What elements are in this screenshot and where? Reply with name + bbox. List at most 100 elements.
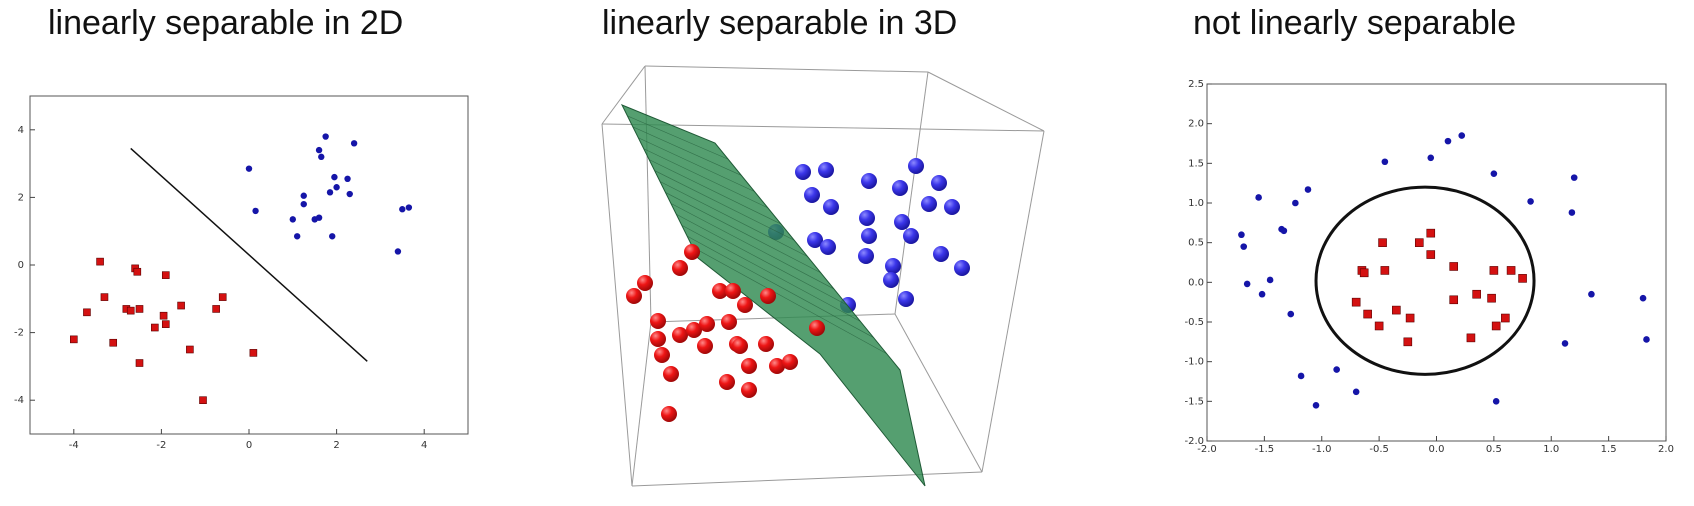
plot-frame xyxy=(29,95,469,435)
box-edge xyxy=(601,65,646,125)
data-point-red xyxy=(199,396,207,405)
data-point-blue xyxy=(289,216,296,223)
plane-grid-line xyxy=(686,235,874,338)
panel-title-nonlinear: not linearly separable xyxy=(1193,4,1517,42)
x-tick-label: 0.5 xyxy=(1486,444,1502,455)
data-point-blue xyxy=(1258,290,1266,298)
data-point-red xyxy=(186,345,194,354)
data-point-blue xyxy=(300,192,307,199)
data-point-red xyxy=(1487,293,1496,303)
y-tick-label: -1.0 xyxy=(1184,357,1204,368)
sphere-red xyxy=(719,374,735,390)
data-point-blue xyxy=(1639,294,1647,302)
sphere-red xyxy=(699,316,715,332)
data-point-blue xyxy=(245,165,253,172)
data-point-blue xyxy=(1381,158,1389,166)
data-point-red xyxy=(1489,266,1499,275)
data-point-blue xyxy=(1297,372,1305,380)
data-point-blue xyxy=(315,146,323,154)
data-point-red xyxy=(70,335,78,344)
sphere-blue xyxy=(861,228,877,244)
x-tick-label: -1.5 xyxy=(1255,444,1275,455)
sphere-red xyxy=(650,313,666,329)
y-tick-label: 1.0 xyxy=(1188,198,1204,209)
data-point-red xyxy=(1466,333,1476,343)
x-tick-label: -0.5 xyxy=(1369,444,1389,455)
sphere-red xyxy=(741,382,757,398)
sphere-red xyxy=(672,327,688,343)
data-point-red xyxy=(151,323,159,332)
sphere-red xyxy=(654,347,670,363)
sphere-red xyxy=(741,358,757,374)
sphere-red xyxy=(697,338,713,354)
y-tick-label: 0.0 xyxy=(1188,277,1204,288)
x-tick-label: 1.5 xyxy=(1601,444,1617,455)
sphere-blue xyxy=(885,258,901,274)
sphere-blue xyxy=(795,164,811,180)
sphere-red xyxy=(663,366,679,382)
sphere-blue xyxy=(823,199,839,215)
x-tick-label: -1.0 xyxy=(1312,444,1332,455)
plane-grid-line xyxy=(676,214,848,306)
box-edge xyxy=(894,71,929,315)
data-point-red xyxy=(159,311,168,320)
data-point-red xyxy=(1392,305,1401,315)
x-tick-label: 0.0 xyxy=(1429,444,1445,455)
data-point-blue xyxy=(1458,132,1466,139)
data-point-blue xyxy=(1568,209,1576,216)
data-point-red xyxy=(96,257,104,266)
data-point-blue xyxy=(1427,154,1435,162)
x-tick-label: -2 xyxy=(156,440,166,451)
plane-grid-line xyxy=(649,159,782,225)
data-point-red xyxy=(1378,238,1387,247)
sphere-blue xyxy=(903,228,919,244)
sphere-red xyxy=(782,354,798,370)
data-point-blue xyxy=(344,175,351,183)
data-point-red xyxy=(1374,321,1384,331)
data-point-blue xyxy=(331,173,338,181)
data-point-red xyxy=(161,320,170,328)
sphere-red xyxy=(686,322,702,338)
data-point-blue xyxy=(1352,388,1360,396)
plane-grid-line xyxy=(643,148,768,209)
sphere-red xyxy=(769,358,785,374)
data-point-red xyxy=(1426,250,1436,259)
sphere-blue xyxy=(954,260,970,276)
data-point-blue xyxy=(1527,198,1534,205)
x-tick-label: -2.0 xyxy=(1197,444,1217,455)
box-edge xyxy=(631,471,983,487)
data-point-red xyxy=(249,349,258,357)
data-point-blue xyxy=(1333,366,1340,373)
data-point-blue xyxy=(1561,340,1569,347)
sphere-blue xyxy=(883,272,899,288)
plot-frame xyxy=(1206,83,1667,442)
y-tick-label: -0.5 xyxy=(1184,317,1204,328)
y-tick-label: 0 xyxy=(18,260,24,271)
y-tick-label: -1.5 xyxy=(1184,396,1204,407)
decision-boundary-circle xyxy=(1314,185,1536,376)
data-point-red xyxy=(212,305,220,313)
data-point-blue xyxy=(1240,243,1248,250)
data-point-red xyxy=(1501,313,1510,323)
sphere-red xyxy=(684,244,700,260)
data-point-red xyxy=(1426,228,1436,238)
x-tick-label: 2 xyxy=(333,440,339,451)
plane-grid-line xyxy=(659,181,808,257)
data-point-red xyxy=(100,293,109,301)
separator-line xyxy=(130,147,368,362)
plane-grid-line xyxy=(654,170,795,241)
data-point-red xyxy=(1506,266,1516,275)
data-point-red xyxy=(1449,295,1459,305)
sphere-blue xyxy=(921,196,937,212)
data-point-blue xyxy=(322,133,329,140)
sphere-red xyxy=(661,406,677,422)
data-point-blue xyxy=(1255,194,1262,201)
x-tick-label: 0 xyxy=(246,440,252,451)
sphere-red xyxy=(721,314,737,330)
data-point-blue xyxy=(1643,336,1650,343)
x-tick-label: 1.0 xyxy=(1543,444,1559,455)
data-point-red xyxy=(1380,266,1390,275)
plane-grid-line xyxy=(638,137,755,192)
box-edge xyxy=(644,65,929,73)
